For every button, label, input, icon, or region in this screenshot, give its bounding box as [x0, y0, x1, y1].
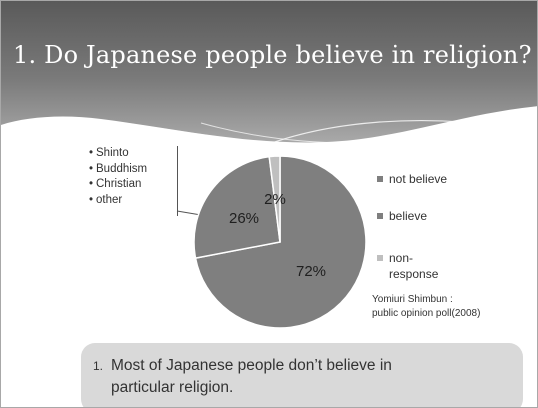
- legend-label-believe: believe: [389, 209, 428, 223]
- category-item: • Christian: [89, 178, 142, 190]
- takeaway-text: Most of Japanese people don’t believe in…: [111, 357, 392, 396]
- category-item: • other: [89, 193, 123, 206]
- legend-label-not-believe: not believe: [389, 172, 448, 186]
- source-line-2: public opinion poll(2008): [372, 308, 481, 319]
- legend-swatch-believe: [377, 213, 383, 219]
- slide-title: 1. Do Japanese people believe in religio…: [13, 41, 532, 69]
- pie-value-label: 26%: [229, 210, 259, 227]
- takeaway-box: 1. Most of Japanese people don’t believe…: [81, 343, 523, 407]
- category-item: • Shinto: [89, 147, 129, 159]
- category-item: • Buddhism: [89, 162, 148, 175]
- pie-value-label: 72%: [296, 263, 326, 280]
- category-label: Christian: [96, 178, 142, 190]
- legend-swatch-non-response: [377, 255, 383, 261]
- legend-swatch-not-believe: [377, 176, 383, 182]
- religion-category-list: • Shinto • Buddhism • Christian • other: [89, 146, 178, 216]
- source-note: Yomiuri Shimbun : public opinion poll(20…: [372, 293, 480, 321]
- header-background: [1, 1, 537, 157]
- pie-slice-non-response: [268, 155, 281, 243]
- legend-label-non-response: non- response: [389, 251, 439, 281]
- source-line-1: Yomiuri Shimbun :: [372, 294, 453, 305]
- category-label: Shinto: [96, 147, 129, 159]
- category-label: other: [96, 193, 123, 206]
- pie-value-label: 2%: [264, 191, 286, 208]
- pie-slice-believe: [193, 155, 281, 259]
- takeaway-number: 1.: [93, 359, 104, 373]
- category-label: Buddhism: [96, 162, 148, 175]
